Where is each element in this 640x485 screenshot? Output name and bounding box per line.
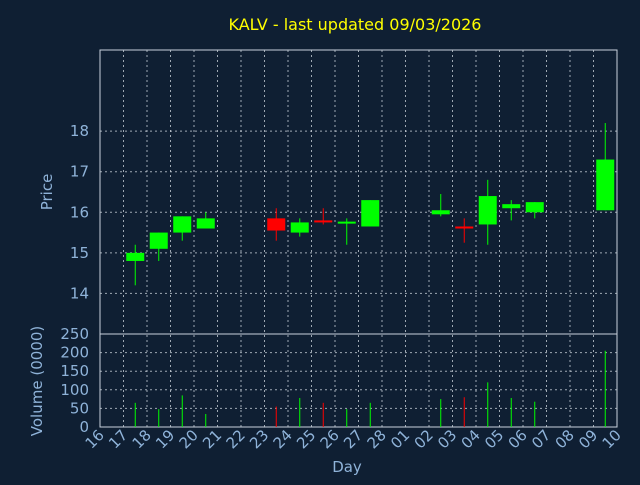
- candle-body: [196, 218, 215, 229]
- candle-body: [173, 216, 192, 233]
- volume-tick-label: 100: [60, 381, 89, 399]
- candle-body: [126, 252, 145, 261]
- candles-layer: [126, 123, 615, 286]
- x-tick-labels: 1617181920212223242526272801020304050607…: [82, 426, 625, 452]
- volume-tick-label: 150: [60, 362, 89, 380]
- candle-body: [431, 210, 450, 215]
- volume-tick-label: 50: [70, 399, 89, 417]
- candle-body: [502, 204, 521, 209]
- candle-body: [337, 221, 356, 224]
- candle-body: [478, 196, 497, 225]
- candle-body: [290, 222, 309, 233]
- chart-title: KALV - last updated 09/03/2026: [229, 15, 482, 34]
- grid-layer: [99, 50, 618, 427]
- price-axis-label: Price: [38, 174, 56, 211]
- candle-body: [149, 232, 168, 249]
- candle-body: [455, 226, 474, 229]
- volume-bars-layer: [134, 350, 606, 427]
- volume-panel-frame: [99, 333, 618, 428]
- candle-body: [314, 220, 333, 223]
- volume-panel: [99, 333, 618, 428]
- volume-tick-label: 250: [60, 325, 89, 343]
- candle-body: [267, 218, 286, 231]
- price-tick-label: 17: [70, 163, 89, 181]
- price-tick-label: 14: [70, 284, 89, 302]
- price-tick-label: 18: [70, 122, 89, 140]
- price-tick-labels: 14 15 16 17 18: [70, 122, 89, 302]
- volume-tick-label: 0: [79, 418, 89, 436]
- volume-axis-label: Volume (0000): [28, 326, 46, 436]
- price-tick-label: 16: [70, 203, 89, 221]
- candle-body: [596, 159, 615, 211]
- price-tick-label: 15: [70, 244, 89, 262]
- x-axis-label: Day: [332, 458, 362, 476]
- candle-body: [525, 202, 544, 213]
- volume-tick-label: 200: [60, 344, 89, 362]
- candle-body: [361, 200, 380, 227]
